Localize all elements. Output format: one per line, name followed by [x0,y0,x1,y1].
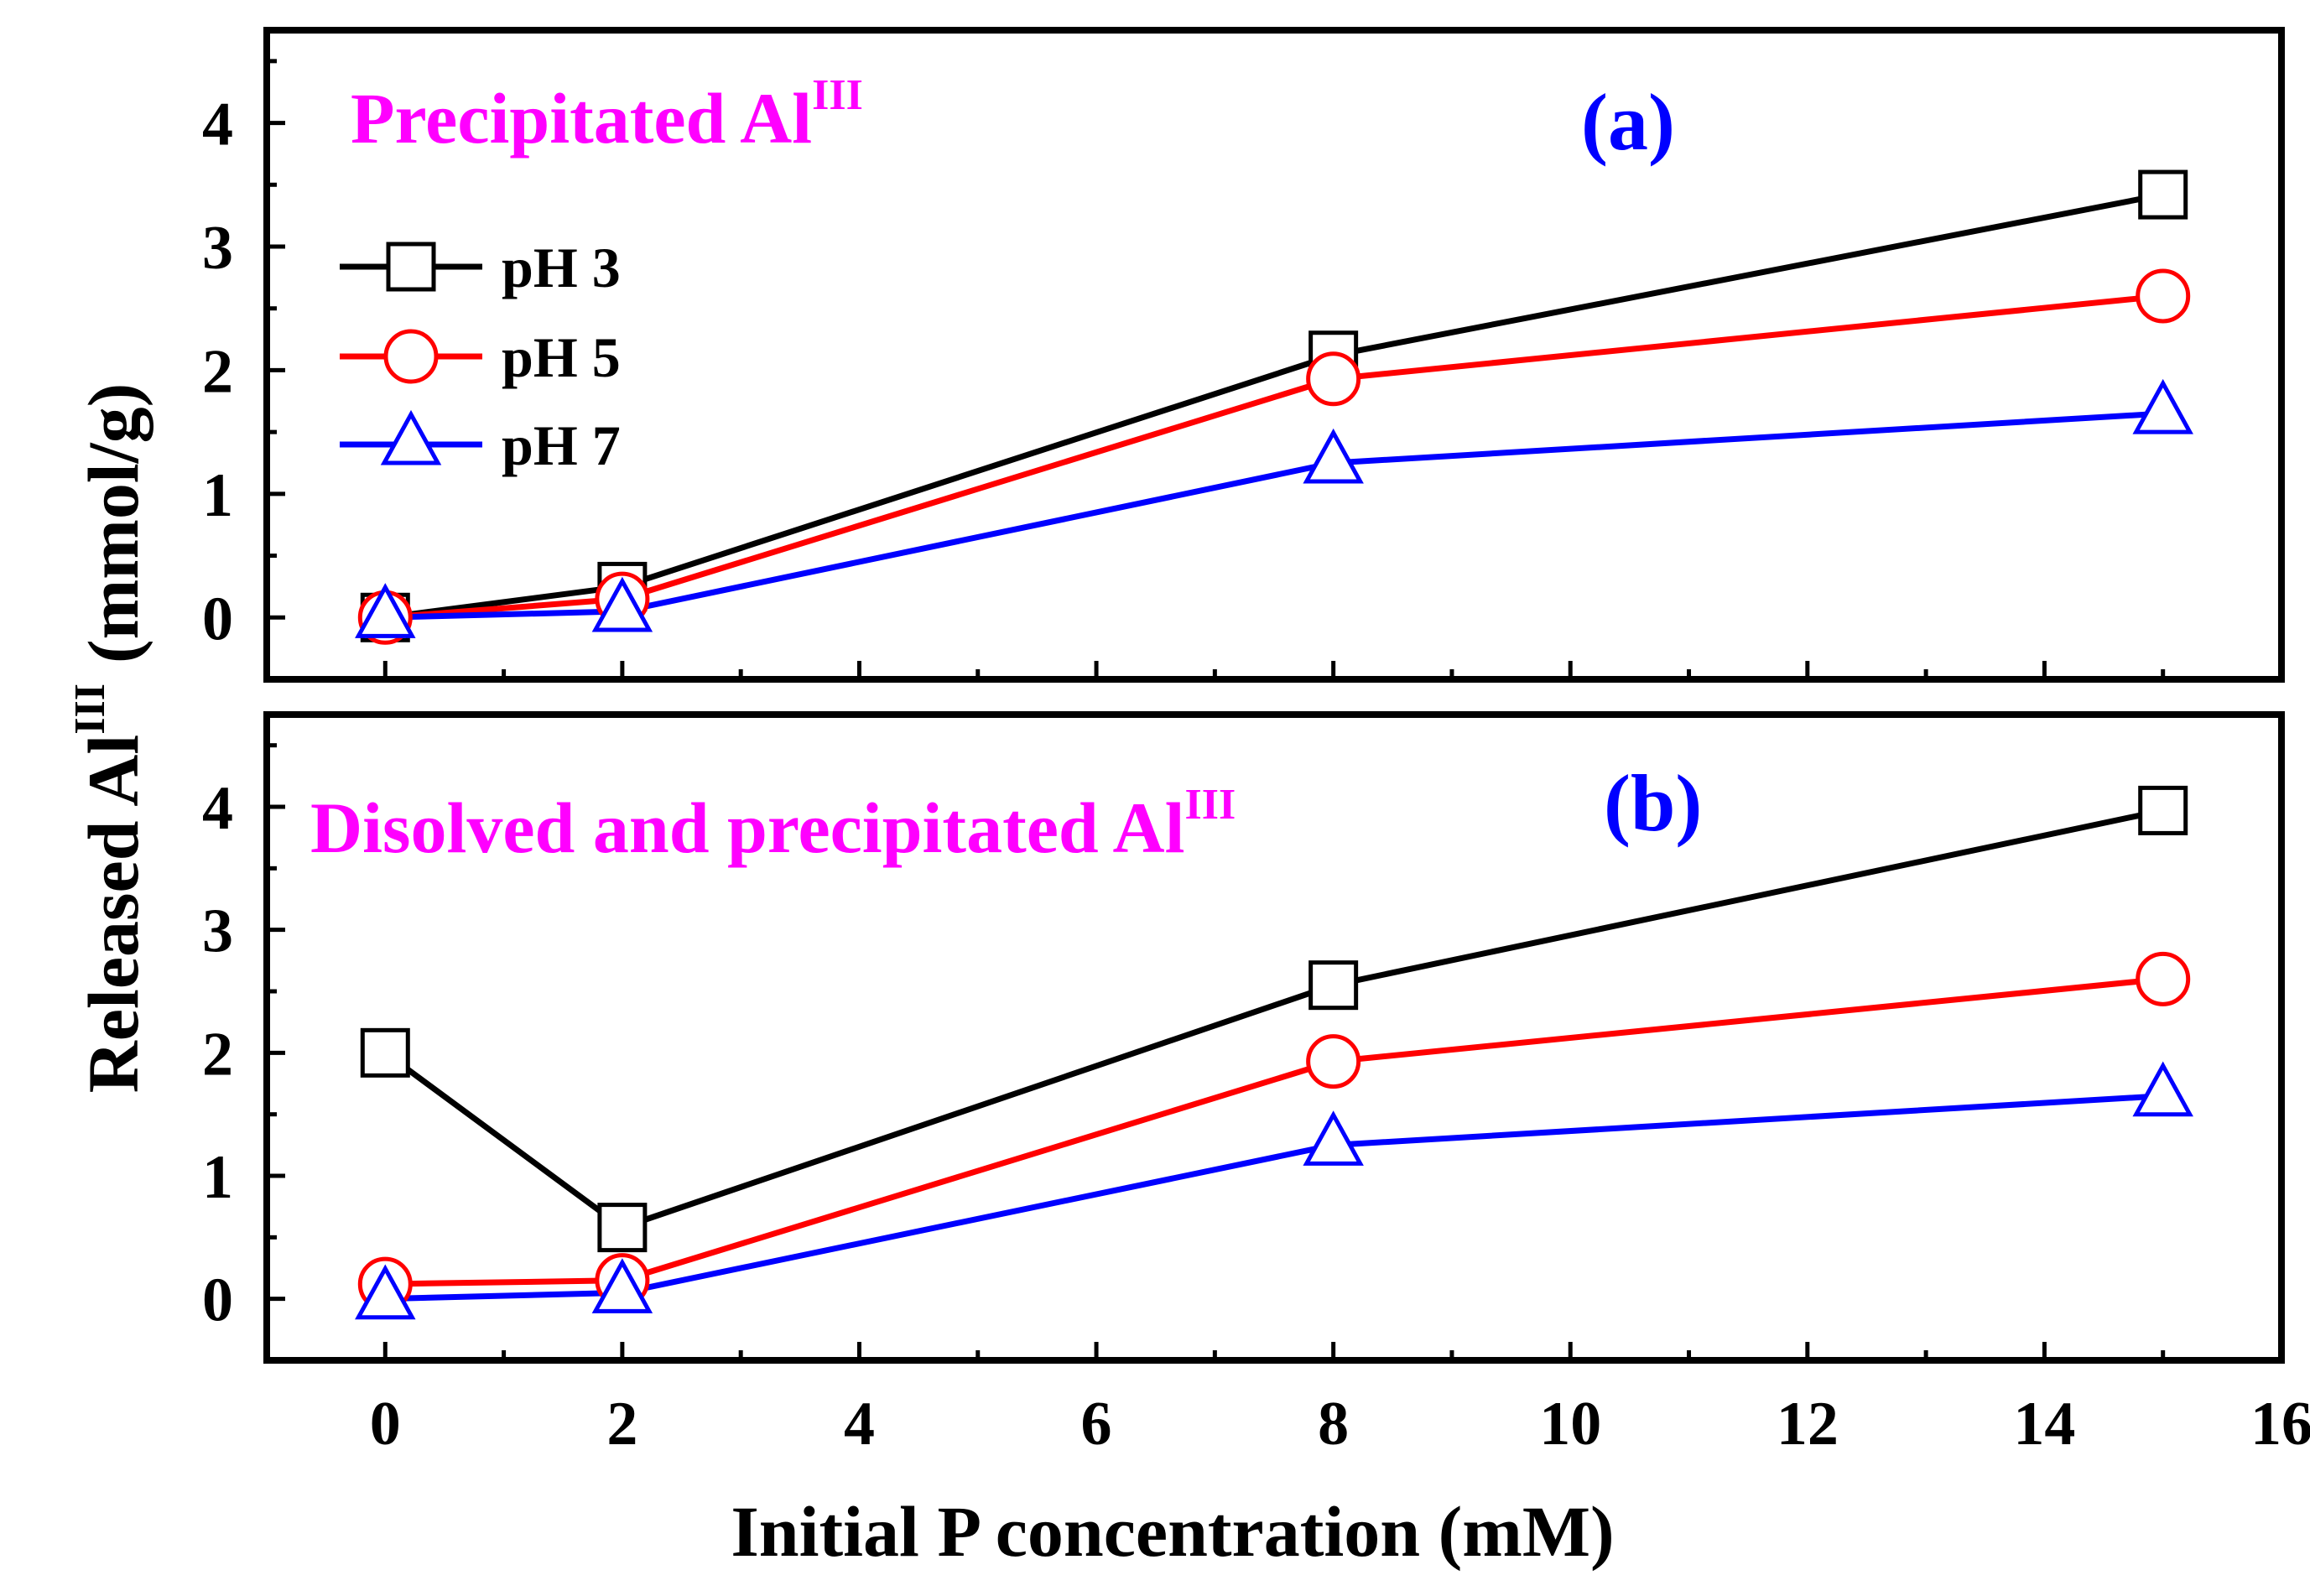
panel-a-frame [263,27,2285,683]
legend-marker [383,329,439,384]
y-tick-label: 2 [202,1020,233,1089]
legend-marker [380,409,442,465]
data-point-ph-7 [2132,1061,2193,1117]
legend-label: pH 7 [502,413,621,477]
legend: pH 3 pH 5 pH 7 [340,236,621,477]
y-tick-label: 3 [202,897,233,966]
y-tick-label: 3 [202,214,233,283]
data-point-ph-5 [1306,351,1361,407]
data-point-ph-5 [2136,268,2191,324]
panel-a-title-text: Precipitated Al [351,78,812,159]
y-tick-label: 2 [202,337,233,406]
legend-item-ph-5: pH 5 [340,325,621,389]
x-tick-label: 0 [370,1390,401,1458]
x-tick-label: 12 [1777,1390,1839,1458]
data-point-ph-7 [1303,428,1364,484]
y-axis-title-units: (mmol/g) [73,383,153,663]
legend-label: pH 5 [502,325,621,389]
y-tick-label: 0 [202,1266,233,1335]
panel-a-label: (a) [1581,77,1675,167]
series-line-ph-7 [385,1093,2163,1302]
x-tick-label: 4 [844,1390,875,1458]
panel-b-title: Disolved and precipitated AlIII [310,781,1236,868]
panel-a-title-superscript: III [812,71,863,119]
panel-b-series [355,785,2193,1320]
y-tick-label: 1 [202,1143,233,1212]
data-point-ph-7 [591,1258,653,1313]
x-tick-label: 2 [606,1390,637,1458]
y-axis-title: Released AlIII (mmol/g) [66,383,153,1094]
data-point-ph-7 [2132,378,2193,434]
panel-a-title: Precipitated AlIII [351,71,863,159]
y-tick-label: 4 [202,774,233,843]
x-tick-label: 14 [2013,1390,2075,1458]
series-line-ph-3 [383,807,2164,1231]
series-line-ph-5 [385,975,2164,1287]
legend-label: pH 3 [502,236,621,299]
x-axis-title: Initial P concentration (mM) [731,1491,1614,1572]
legend-item-ph-3: pH 3 [340,236,621,299]
data-point-ph-3 [597,1203,648,1253]
panel-b-x-ticks: 0 2 4 6 8 10 12 14 16 [370,1342,2310,1458]
series-line-ph-5 [385,293,2164,621]
data-point-ph-7 [355,583,416,638]
x-tick-label: 6 [1081,1390,1112,1458]
y-tick-label: 1 [202,461,233,530]
data-point-ph-3 [360,1027,410,1078]
data-point-ph-7 [591,576,653,632]
legend-marker [386,242,436,292]
panel-b-y-ticks: 0 1 2 3 4 [202,743,285,1335]
x-tick-label: 10 [1539,1390,1601,1458]
legend-item-ph-7: pH 7 [340,409,621,477]
x-tick-label: 16 [2250,1390,2310,1458]
y-tick-label: 0 [202,585,233,653]
x-tick-label: 8 [1318,1390,1349,1458]
panel-a-series [355,169,2193,645]
panel-a-x-ticks [382,661,2284,679]
y-axis-title-superscript: III [66,684,114,735]
panel-b-label: (b) [1604,758,1702,848]
data-point-ph-3 [2138,785,2188,835]
panel-b-frame [263,711,2285,1364]
series-line-ph-7 [385,410,2163,621]
y-tick-label: 4 [202,91,233,159]
panel-b-title-text: Disolved and precipitated Al [310,788,1184,868]
data-point-ph-5 [1306,1034,1361,1089]
y-axis-title-text: Released Al [73,735,153,1094]
data-point-ph-3 [1308,960,1359,1011]
panel-b-title-superscript: III [1184,781,1236,829]
panel-a-y-ticks: 0 1 2 3 4 [202,59,285,653]
data-point-ph-7 [355,1264,416,1320]
series-line-ph-3 [384,191,2164,621]
data-point-ph-5 [2136,951,2191,1006]
data-point-ph-7 [1303,1110,1364,1166]
data-point-ph-3 [2138,169,2188,220]
